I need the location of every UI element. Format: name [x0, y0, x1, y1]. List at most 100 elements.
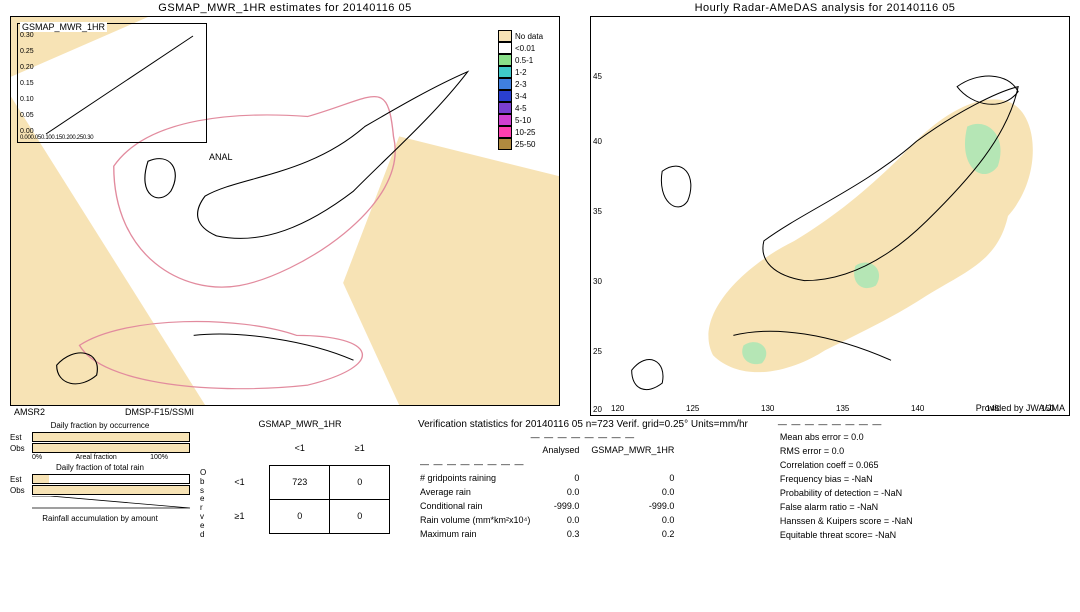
- lon-tick: 125: [686, 404, 699, 413]
- lon-tick: 120: [611, 404, 624, 413]
- legend-row: 3-4: [498, 90, 558, 102]
- metric: Frequency bias = -NaN: [780, 473, 913, 485]
- metric: RMS error = 0.0: [780, 445, 913, 457]
- stats-row: Daily fraction by occurrence Est Obs 0% …: [0, 417, 1080, 543]
- stat-label: Rain volume (mm*km²x10⁴): [420, 514, 540, 526]
- bar-row: Obs: [10, 443, 190, 453]
- legend-swatch: [498, 54, 512, 66]
- col-analysed: Analysed: [542, 444, 589, 456]
- dash-line: — — — — — — — —: [778, 419, 915, 429]
- stat-label: Maximum rain: [420, 528, 540, 540]
- lat-tick: 30: [593, 277, 602, 286]
- legend-label: 4-5: [515, 104, 527, 113]
- bar-track: [32, 432, 190, 442]
- bar-row: Obs: [10, 485, 190, 495]
- inset-line-icon: [18, 24, 206, 142]
- map-row: GSMAP_MWR_1HR estimates for 20140116 05 …: [0, 0, 1080, 417]
- stat-label: Conditional rain: [420, 500, 540, 512]
- accum-title: Rainfall accumulation by amount: [10, 514, 190, 523]
- bar-track: [32, 474, 190, 484]
- est-label: Est: [10, 433, 32, 442]
- left-map-title: GSMAP_MWR_1HR estimates for 20140116 05: [10, 2, 560, 14]
- legend-swatch: [498, 42, 512, 54]
- stat-val: 0: [591, 472, 684, 484]
- observed-vertical-label: O b s e r v e d: [200, 469, 206, 539]
- axis-mid: Areal fraction: [75, 454, 116, 461]
- stat-val: 0: [542, 472, 589, 484]
- left-map-column: GSMAP_MWR_1HR estimates for 20140116 05 …: [10, 2, 560, 417]
- right-map-column: Hourly Radar-AMeDAS analysis for 2014011…: [580, 2, 1070, 417]
- legend-swatch: [498, 138, 512, 150]
- sat-label-right: DMSP-F15/SSMI: [125, 407, 194, 417]
- legend-swatch: [498, 90, 512, 102]
- left-inset-plot: GSMAP_MWR_1HR 0.30 0.25 0.20 0.15 0.10 0…: [17, 23, 207, 143]
- right-map-title: Hourly Radar-AMeDAS analysis for 2014011…: [580, 2, 1070, 14]
- legend-swatch: [498, 114, 512, 126]
- lat-tick: 40: [593, 137, 602, 146]
- obs-label: Obs: [10, 486, 32, 495]
- dash-line: — — — — — — — —: [420, 458, 684, 470]
- metric: Hanssen & Kuipers score = -NaN: [780, 515, 913, 527]
- color-legend: No data<0.010.5-11-22-33-44-55-1010-2525…: [498, 30, 558, 150]
- stat-val: 0.0: [542, 486, 589, 498]
- stat-label: Average rain: [420, 486, 540, 498]
- stat-label: # gridpoints raining: [420, 472, 540, 484]
- stat-val: 0.0: [591, 486, 684, 498]
- est-label: Est: [10, 475, 32, 484]
- fraction-bars: Daily fraction by occurrence Est Obs 0% …: [10, 419, 190, 543]
- legend-label: 10-25: [515, 128, 535, 137]
- metric: False alarm ratio = -NaN: [780, 501, 913, 513]
- metrics-table: Mean abs error = 0.0 RMS error = 0.0 Cor…: [778, 429, 915, 543]
- bar-track: [32, 443, 190, 453]
- lat-tick: 25: [593, 347, 602, 356]
- legend-row: 1-2: [498, 66, 558, 78]
- satellite-labels: AMSR2 DMSP-F15/SSMI: [10, 406, 560, 417]
- bar-fill-occ-obs: [33, 444, 189, 452]
- bar-fill-tot-est: [33, 475, 49, 483]
- cont-row2: ≥1: [210, 499, 270, 533]
- legend-row: 10-25: [498, 126, 558, 138]
- legend-label: 2-3: [515, 80, 527, 89]
- cont-col2: ≥1: [330, 431, 390, 465]
- legend-label: <0.01: [515, 44, 535, 53]
- stat-val: -999.0: [591, 500, 684, 512]
- legend-row: No data: [498, 30, 558, 42]
- metric: Correlation coeff = 0.065: [780, 459, 913, 471]
- cont-cell: 723: [270, 465, 330, 499]
- legend-label: 25-50: [515, 140, 535, 149]
- lon-tick: 140: [911, 404, 924, 413]
- lon-tick: 130: [761, 404, 774, 413]
- legend-label: No data: [515, 32, 543, 41]
- left-map-frame: GSMAP_MWR_1HR 0.30 0.25 0.20 0.15 0.10 0…: [10, 16, 560, 406]
- axis-labels: 0% Areal fraction 100%: [10, 454, 190, 461]
- cont-cell: 0: [270, 499, 330, 533]
- trapezoid-icon: [32, 496, 192, 510]
- verif-table: Analysed GSMAP_MWR_1HR — — — — — — — — #…: [418, 442, 686, 542]
- sat-label-left: AMSR2: [14, 407, 45, 417]
- legend-label: 0.5-1: [515, 56, 533, 65]
- col-model: GSMAP_MWR_1HR: [591, 444, 684, 456]
- stat-val: 0.0: [591, 514, 684, 526]
- right-map-frame: 45 40 35 30 25 20 120 125 130 135 140 14…: [590, 16, 1070, 416]
- provided-by-label: Provided by JWA/JMA: [976, 403, 1065, 413]
- bar-fill-occ-est: [33, 433, 189, 441]
- contingency-table: <1 ≥1 <1 723 0 ≥1 0 0: [210, 431, 391, 534]
- anal-label: ANAL: [209, 152, 233, 162]
- verif-right-col: — — — — — — — — Mean abs error = 0.0 RMS…: [778, 419, 915, 543]
- stat-val: 0.3: [542, 528, 589, 540]
- lat-tick: 20: [593, 405, 602, 414]
- bar-fill-tot-obs: [33, 486, 189, 494]
- lat-tick: 35: [593, 207, 602, 216]
- legend-swatch: [498, 102, 512, 114]
- legend-row: <0.01: [498, 42, 558, 54]
- cont-col1: <1: [270, 431, 330, 465]
- verif-title: Verification statistics for 20140116 05 …: [418, 419, 748, 430]
- stat-val: 0.0: [542, 514, 589, 526]
- legend-swatch: [498, 78, 512, 90]
- verification-block: Verification statistics for 20140116 05 …: [410, 419, 1070, 543]
- dash-line: — — — — — — — —: [418, 432, 748, 442]
- metric: Probability of detection = -NaN: [780, 487, 913, 499]
- legend-swatch: [498, 30, 512, 42]
- bar-track: [32, 485, 190, 495]
- legend-swatch: [498, 126, 512, 138]
